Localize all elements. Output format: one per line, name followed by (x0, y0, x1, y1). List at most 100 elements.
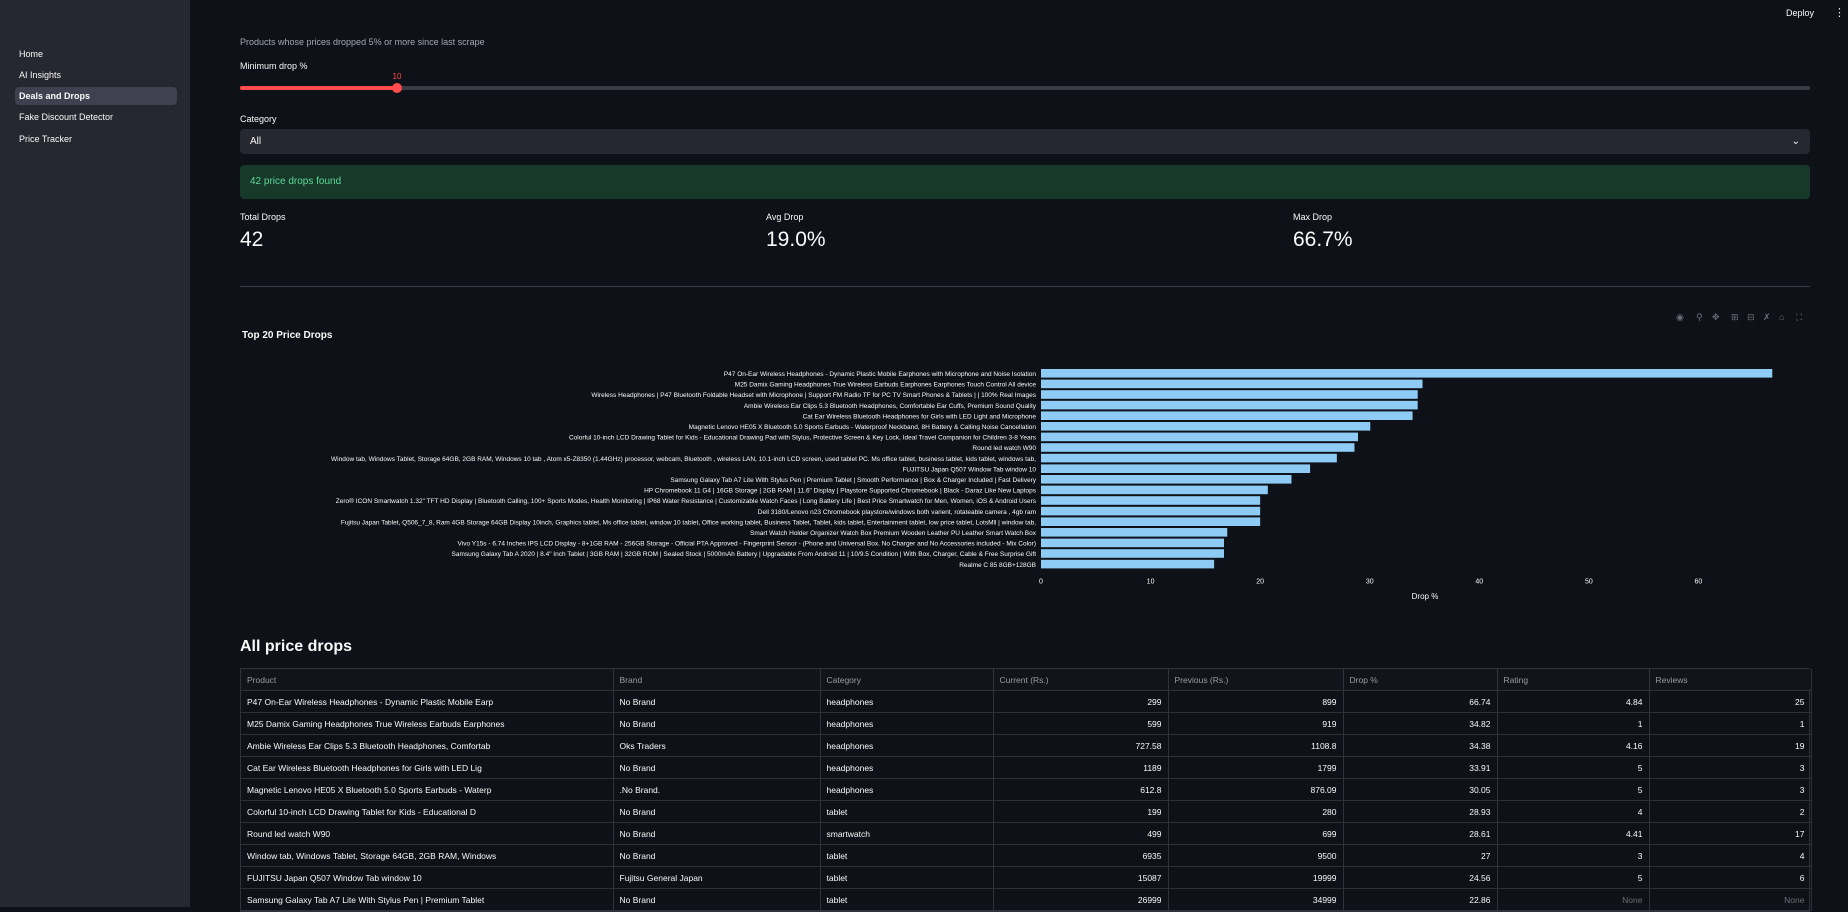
chart-bar[interactable] (1041, 506, 1261, 516)
table-cell: M25 Damix Gaming Headphones True Wireles… (241, 712, 614, 735)
chart-bar[interactable] (1041, 369, 1773, 378)
table-cell: tablet (820, 888, 994, 911)
column-header[interactable]: Current (Rs.) (993, 669, 1169, 691)
table-cell: 4.16 (1497, 734, 1650, 757)
table-row[interactable]: Samsung Galaxy Tab A7 Lite With Stylus P… (241, 888, 1812, 911)
chart-bar[interactable] (1041, 496, 1261, 505)
table-row[interactable]: Colorful 10-inch LCD Drawing Tablet for … (241, 800, 1812, 823)
chart-bar[interactable] (1041, 453, 1337, 463)
min-drop-slider[interactable]: 10 (240, 72, 1810, 93)
table-cell: 19999 (1168, 866, 1344, 889)
zoom-in-icon[interactable]: ⊞ (1731, 312, 1739, 322)
table-cell: No Brand (613, 690, 821, 713)
metric-avg-drop-label: Avg Drop (766, 212, 804, 222)
chart-category-label: Window tab, Windows Tablet, Storage 64GB… (331, 456, 1036, 463)
table-cell: 6935 (993, 844, 1169, 867)
table-cell: headphones (820, 690, 994, 713)
column-header[interactable]: Reviews (1649, 669, 1812, 691)
table-cell: No Brand (613, 844, 821, 867)
zoom-icon[interactable]: ⚲ (1696, 312, 1703, 322)
chart-x-tick-label: 30 (1366, 578, 1374, 585)
table-row[interactable]: Round led watch W90 No Brand smartwatch 499… (241, 822, 1812, 845)
chart-x-tick-label: 50 (1585, 578, 1593, 585)
chart-category-label: Zero® ICON Smartwatch 1.32" TFT HD Displ… (336, 497, 1037, 505)
more-vertical-icon[interactable]: ⋮ (1834, 7, 1845, 19)
table-cell: 33.91 (1343, 756, 1498, 779)
column-header[interactable]: Rating (1497, 669, 1650, 691)
table-cell: 26999 (993, 888, 1169, 911)
table-cell: smartwatch (820, 822, 994, 845)
chart-bar[interactable] (1041, 517, 1261, 526)
table-header-row: Product Brand Category Current (Rs.) Previou… (241, 669, 1812, 691)
chart-bar[interactable] (1041, 475, 1292, 484)
table-cell: Cat Ear Wireless Bluetooth Headphones fo… (241, 756, 614, 779)
chart-bar[interactable] (1041, 432, 1358, 442)
table-cell: 876.09 (1168, 778, 1344, 801)
slider-label: Minimum drop % (240, 61, 308, 71)
chart-bar[interactable] (1041, 411, 1413, 420)
metric-max-drop-value: 66.7% (1293, 228, 1353, 251)
chart-bar[interactable] (1041, 538, 1224, 548)
page-caption: Products whose prices dropped 5% or more… (240, 37, 485, 47)
chart-x-tick-label: 20 (1256, 578, 1264, 585)
slider-fill (240, 86, 397, 90)
table-cell: 34999 (1168, 888, 1344, 911)
chart-bar[interactable] (1041, 464, 1311, 473)
pan-icon[interactable]: ✥ (1712, 312, 1720, 322)
metric-avg-drop-value: 19.0% (766, 228, 826, 251)
table-cell: Samsung Galaxy Tab A7 Lite With Stylus P… (241, 888, 614, 911)
table-cell: FUJITSU Japan Q507 Window Tab window 10 (241, 866, 614, 889)
column-header[interactable]: Drop % (1343, 669, 1498, 691)
table-row[interactable]: FUJITSU Japan Q507 Window Tab window 10 F… (241, 866, 1812, 889)
chart-bar[interactable] (1041, 422, 1371, 431)
price-drops-table[interactable]: Product Brand Category Current (Rs.) Previou… (240, 668, 1812, 912)
sidebar-item-fake-discount-detector[interactable]: Fake Discount Detector (19, 112, 114, 122)
chart-bar[interactable] (1041, 443, 1355, 452)
category-select[interactable]: All ⌄ (240, 129, 1810, 154)
sidebar-item-price-tracker[interactable]: Price Tracker (19, 134, 73, 144)
chart-category-label: Dell 3180/Lenovo n23 Chromebook playstor… (758, 509, 1036, 516)
home-icon[interactable]: ⌂ (1779, 312, 1785, 322)
sidebar-item-deals-and-drops[interactable]: Deals and Drops (15, 87, 177, 105)
table-cell: 919 (1168, 712, 1344, 735)
table-cell: 599 (993, 712, 1169, 735)
table-cell: 34.82 (1343, 712, 1498, 735)
table-cell: P47 On-Ear Wireless Headphones - Dynamic… (241, 690, 614, 713)
table-cell: 9500 (1168, 844, 1344, 867)
autoscale-icon[interactable]: ✗ (1763, 312, 1771, 322)
fullscreen-icon[interactable]: ⛶ (1796, 312, 1803, 322)
chart-bar[interactable] (1041, 400, 1418, 410)
chart-bar[interactable] (1041, 379, 1423, 389)
deploy-button[interactable]: Deploy (1786, 8, 1815, 18)
chart-bar[interactable] (1041, 485, 1268, 495)
zoom-out-icon[interactable]: ⊟ (1747, 312, 1755, 322)
table-row[interactable]: P47 On-Ear Wireless Headphones - Dynamic… (241, 690, 1812, 713)
column-header[interactable]: Previous (Rs.) (1168, 669, 1344, 691)
chart-category-label: FUJITSU Japan Q507 Window Tab window 10 (902, 466, 1036, 473)
chart-bar[interactable] (1041, 549, 1224, 558)
table-row[interactable]: Cat Ear Wireless Bluetooth Headphones fo… (241, 756, 1812, 779)
chart-bar[interactable] (1041, 559, 1215, 569)
chart-category-label: Magnetic Lenovo HE05 X Bluetooth 5.0 Spo… (689, 424, 1037, 431)
table-cell: 3 (1497, 844, 1650, 867)
chart-bar[interactable] (1041, 528, 1228, 537)
camera-icon[interactable]: ◉ (1676, 312, 1684, 322)
table-cell: Oks Traders (613, 734, 821, 757)
table-cell: 612.8 (993, 778, 1169, 801)
chart-category-label: Ambie Wireless Ear Clips 5.3 Bluetooth H… (744, 403, 1037, 410)
table-cell: None (1497, 888, 1650, 911)
table-row[interactable]: Window tab, Windows Tablet, Storage 64GB… (241, 844, 1812, 867)
column-header[interactable]: Product (241, 669, 614, 691)
table-row[interactable]: Ambie Wireless Ear Clips 5.3 Bluetooth H… (241, 734, 1812, 757)
table-row[interactable]: M25 Damix Gaming Headphones True Wireles… (241, 712, 1812, 735)
slider-thumb[interactable] (392, 83, 402, 93)
chart-bar[interactable] (1041, 390, 1418, 399)
table-cell: 1799 (1168, 756, 1344, 779)
sidebar-item-ai-insights[interactable]: AI Insights (19, 70, 62, 80)
sidebar-item-home[interactable]: Home (19, 49, 44, 59)
table-cell: Colorful 10-inch LCD Drawing Tablet for … (241, 800, 614, 823)
table-row[interactable]: Magnetic Lenovo HE05 X Bluetooth 5.0 Spo… (241, 778, 1812, 801)
column-header[interactable]: Category (820, 669, 994, 691)
column-header[interactable]: Brand (613, 669, 821, 691)
table-cell: None (1649, 888, 1812, 911)
